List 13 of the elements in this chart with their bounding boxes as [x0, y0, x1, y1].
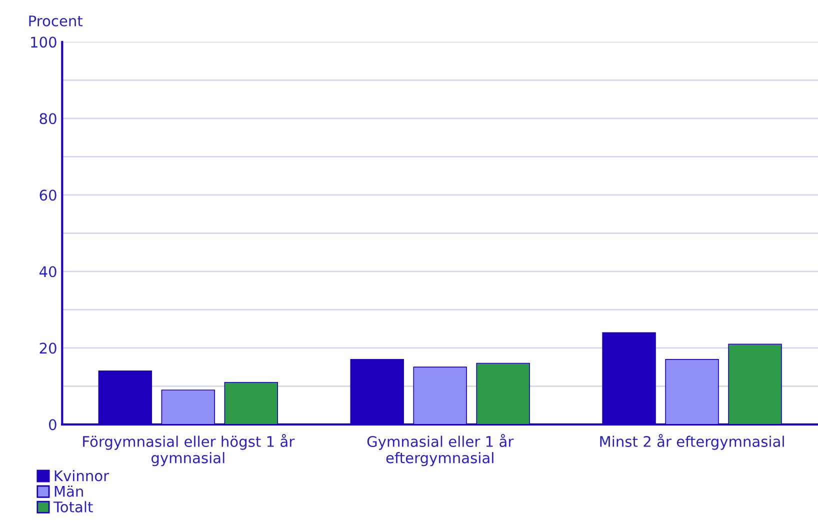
y-tick-label: 20 [40, 342, 56, 354]
x-tick-label: Gymnasial eller 1 år eftergymnasial [367, 434, 514, 466]
y-tick-label: 80 [40, 113, 56, 124]
x-tick-label: Förgymnasial eller högst 1 år gymnasial [83, 434, 295, 466]
y-tick-label: 40 [39, 266, 56, 278]
x-tick-label: Minst 2 år eftergymnasial [600, 434, 784, 450]
y-tick-label: 60 [40, 190, 56, 201]
y-tick-label: 100 [31, 36, 56, 48]
legend-label: Kvinnor [54, 470, 110, 482]
y-tick-label: 0 [48, 419, 56, 430]
legend-label: Män [54, 486, 83, 497]
legend-label: Totalt [53, 501, 93, 512]
y-axis-title: Procent [29, 16, 83, 26]
